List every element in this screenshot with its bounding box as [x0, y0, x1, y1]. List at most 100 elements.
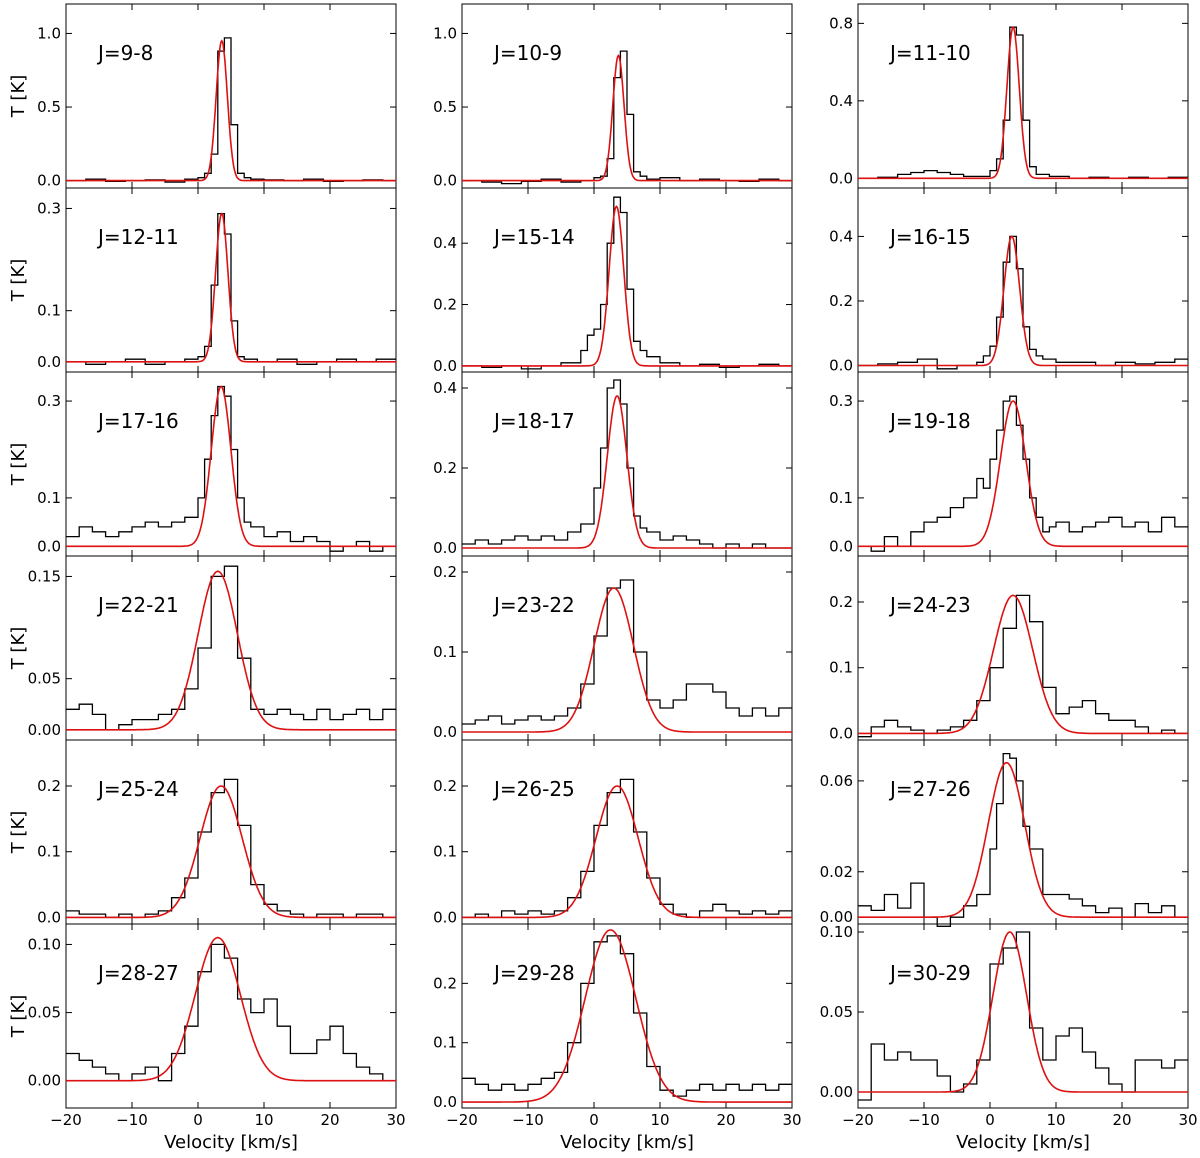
y-tick-label: 0.4 [433, 379, 457, 397]
gaussian-fit [66, 570, 396, 731]
panel-frame [65, 739, 397, 925]
y-tick-label: 1.0 [37, 24, 61, 42]
panel-J-12-11: 0.0 0.1 0.3 J=12-11 [37, 187, 397, 373]
y-tick-label: 0.0 [829, 357, 853, 375]
gaussian-fit [66, 785, 396, 919]
x-tick-label: 30 [782, 1111, 801, 1129]
panel-label: J=23-22 [492, 593, 575, 617]
gaussian-fit [66, 39, 396, 182]
y-tick-label: 0.3 [37, 199, 61, 217]
observed-spectrum [858, 235, 1188, 370]
gaussian-fit [462, 785, 792, 919]
x-tick-label: 20 [320, 1111, 339, 1129]
panel-frame [461, 555, 793, 741]
panel-label: J=12-11 [96, 225, 179, 249]
x-tick-label: −10 [908, 1111, 940, 1129]
y-tick-label: 1.0 [433, 24, 457, 42]
y-tick-label: 0.1 [37, 843, 61, 861]
panel-frame [65, 555, 397, 741]
y-axis-title: T [K] [8, 443, 29, 487]
x-axis-title: Velocity [km/s] [560, 1132, 694, 1153]
panel-label: J=29-28 [492, 961, 575, 985]
y-axis-title: T [K] [8, 75, 29, 119]
gaussian-fit [462, 54, 792, 182]
panel-label: J=17-16 [96, 409, 179, 433]
observed-spectrum [462, 196, 792, 370]
y-tick-label: 0.0 [37, 353, 61, 371]
observed-spectrum [66, 778, 396, 919]
panel-J-18-17: 0.0 0.2 0.4 J=18-17 [433, 371, 793, 557]
y-tick-label: 0.1 [433, 643, 457, 661]
panel-label: J=19-18 [888, 409, 971, 433]
x-tick-label: 10 [254, 1111, 273, 1129]
y-axis-title: T [K] [8, 811, 29, 855]
panel-frame [461, 739, 793, 925]
y-tick-label: 0.00 [820, 908, 853, 926]
y-tick-label: 0.1 [829, 659, 853, 677]
gaussian-fit [66, 385, 396, 548]
y-tick-label: 0.1 [37, 302, 61, 320]
y-tick-label: 0.0 [433, 1093, 457, 1111]
y-tick-label: 0.4 [829, 227, 853, 245]
y-tick-label: 0.5 [433, 98, 457, 116]
panel-frame [461, 923, 793, 1109]
observed-spectrum [858, 931, 1188, 1101]
x-tick-label: 0 [985, 1111, 995, 1129]
y-tick-label: 0.2 [433, 296, 457, 314]
y-tick-label: 0.10 [28, 935, 61, 953]
x-tick-label: −20 [842, 1111, 874, 1129]
y-tick-label: 0.5 [37, 98, 61, 116]
x-tick-label: 0 [193, 1111, 203, 1129]
panel-label: J=15-14 [492, 225, 575, 249]
y-tick-label: 0.0 [433, 908, 457, 926]
panel-J-22-21: 0.00 0.05 0.15 J=22-21 [28, 555, 397, 741]
y-tick-label: 0.0 [433, 172, 457, 190]
panel-label: J=18-17 [492, 409, 575, 433]
y-tick-label: 0.2 [433, 563, 457, 581]
y-tick-label: 0.00 [28, 1072, 61, 1090]
y-tick-label: 0.2 [37, 777, 61, 795]
y-tick-label: 0.1 [433, 1034, 457, 1052]
y-tick-label: 0.0 [829, 537, 853, 555]
observed-spectrum [858, 395, 1188, 552]
y-axis-title: T [K] [8, 627, 29, 671]
y-tick-label: 0.05 [28, 1004, 61, 1022]
y-tick-label: 0.3 [829, 392, 853, 410]
x-tick-label: −10 [116, 1111, 148, 1129]
observed-spectrum [462, 778, 792, 919]
y-tick-label: 0.06 [820, 772, 853, 790]
y-tick-label: 0.8 [829, 14, 853, 32]
y-tick-label: 0.2 [433, 974, 457, 992]
panel-label: J=9-8 [96, 41, 153, 65]
gaussian-fit [66, 936, 396, 1082]
observed-spectrum [462, 935, 792, 1097]
panel-J-17-16: 0.0 0.1 0.3 J=17-16 [37, 371, 397, 557]
y-tick-label: 0.2 [829, 593, 853, 611]
y-tick-label: 0.1 [37, 489, 61, 507]
y-tick-label: 0.4 [829, 92, 853, 110]
x-tick-label: 30 [1178, 1111, 1197, 1129]
x-tick-label: −10 [512, 1111, 544, 1129]
panel-frame [857, 739, 1189, 925]
y-tick-label: 0.15 [28, 567, 61, 585]
panel-J-19-18: 0.0 0.1 0.3 J=19-18 [829, 371, 1189, 557]
x-axis-title: Velocity [km/s] [956, 1132, 1090, 1153]
panel-J-23-22: 0.0 0.1 0.2 J=23-22 [433, 555, 793, 741]
y-tick-label: 0.0 [433, 357, 457, 375]
panel-J-27-26: 0.00 0.02 0.06 J=27-26 [820, 739, 1189, 927]
panel-frame [857, 923, 1189, 1109]
gaussian-fit [858, 25, 1188, 180]
gaussian-fit [858, 931, 1188, 1093]
panel-label: J=22-21 [96, 593, 179, 617]
y-tick-label: 0.1 [829, 489, 853, 507]
y-tick-label: 0.05 [820, 1003, 853, 1021]
gaussian-fit [462, 587, 792, 733]
y-tick-label: 0.0 [433, 539, 457, 557]
panel-J-15-14: 0.0 0.2 0.4 J=15-14 [433, 187, 793, 375]
y-tick-label: 0.0 [829, 169, 853, 187]
x-axis-title: Velocity [km/s] [164, 1132, 298, 1153]
x-tick-label: 0 [589, 1111, 599, 1129]
y-tick-label: 0.0 [37, 172, 61, 190]
y-tick-label: 0.1 [433, 843, 457, 861]
